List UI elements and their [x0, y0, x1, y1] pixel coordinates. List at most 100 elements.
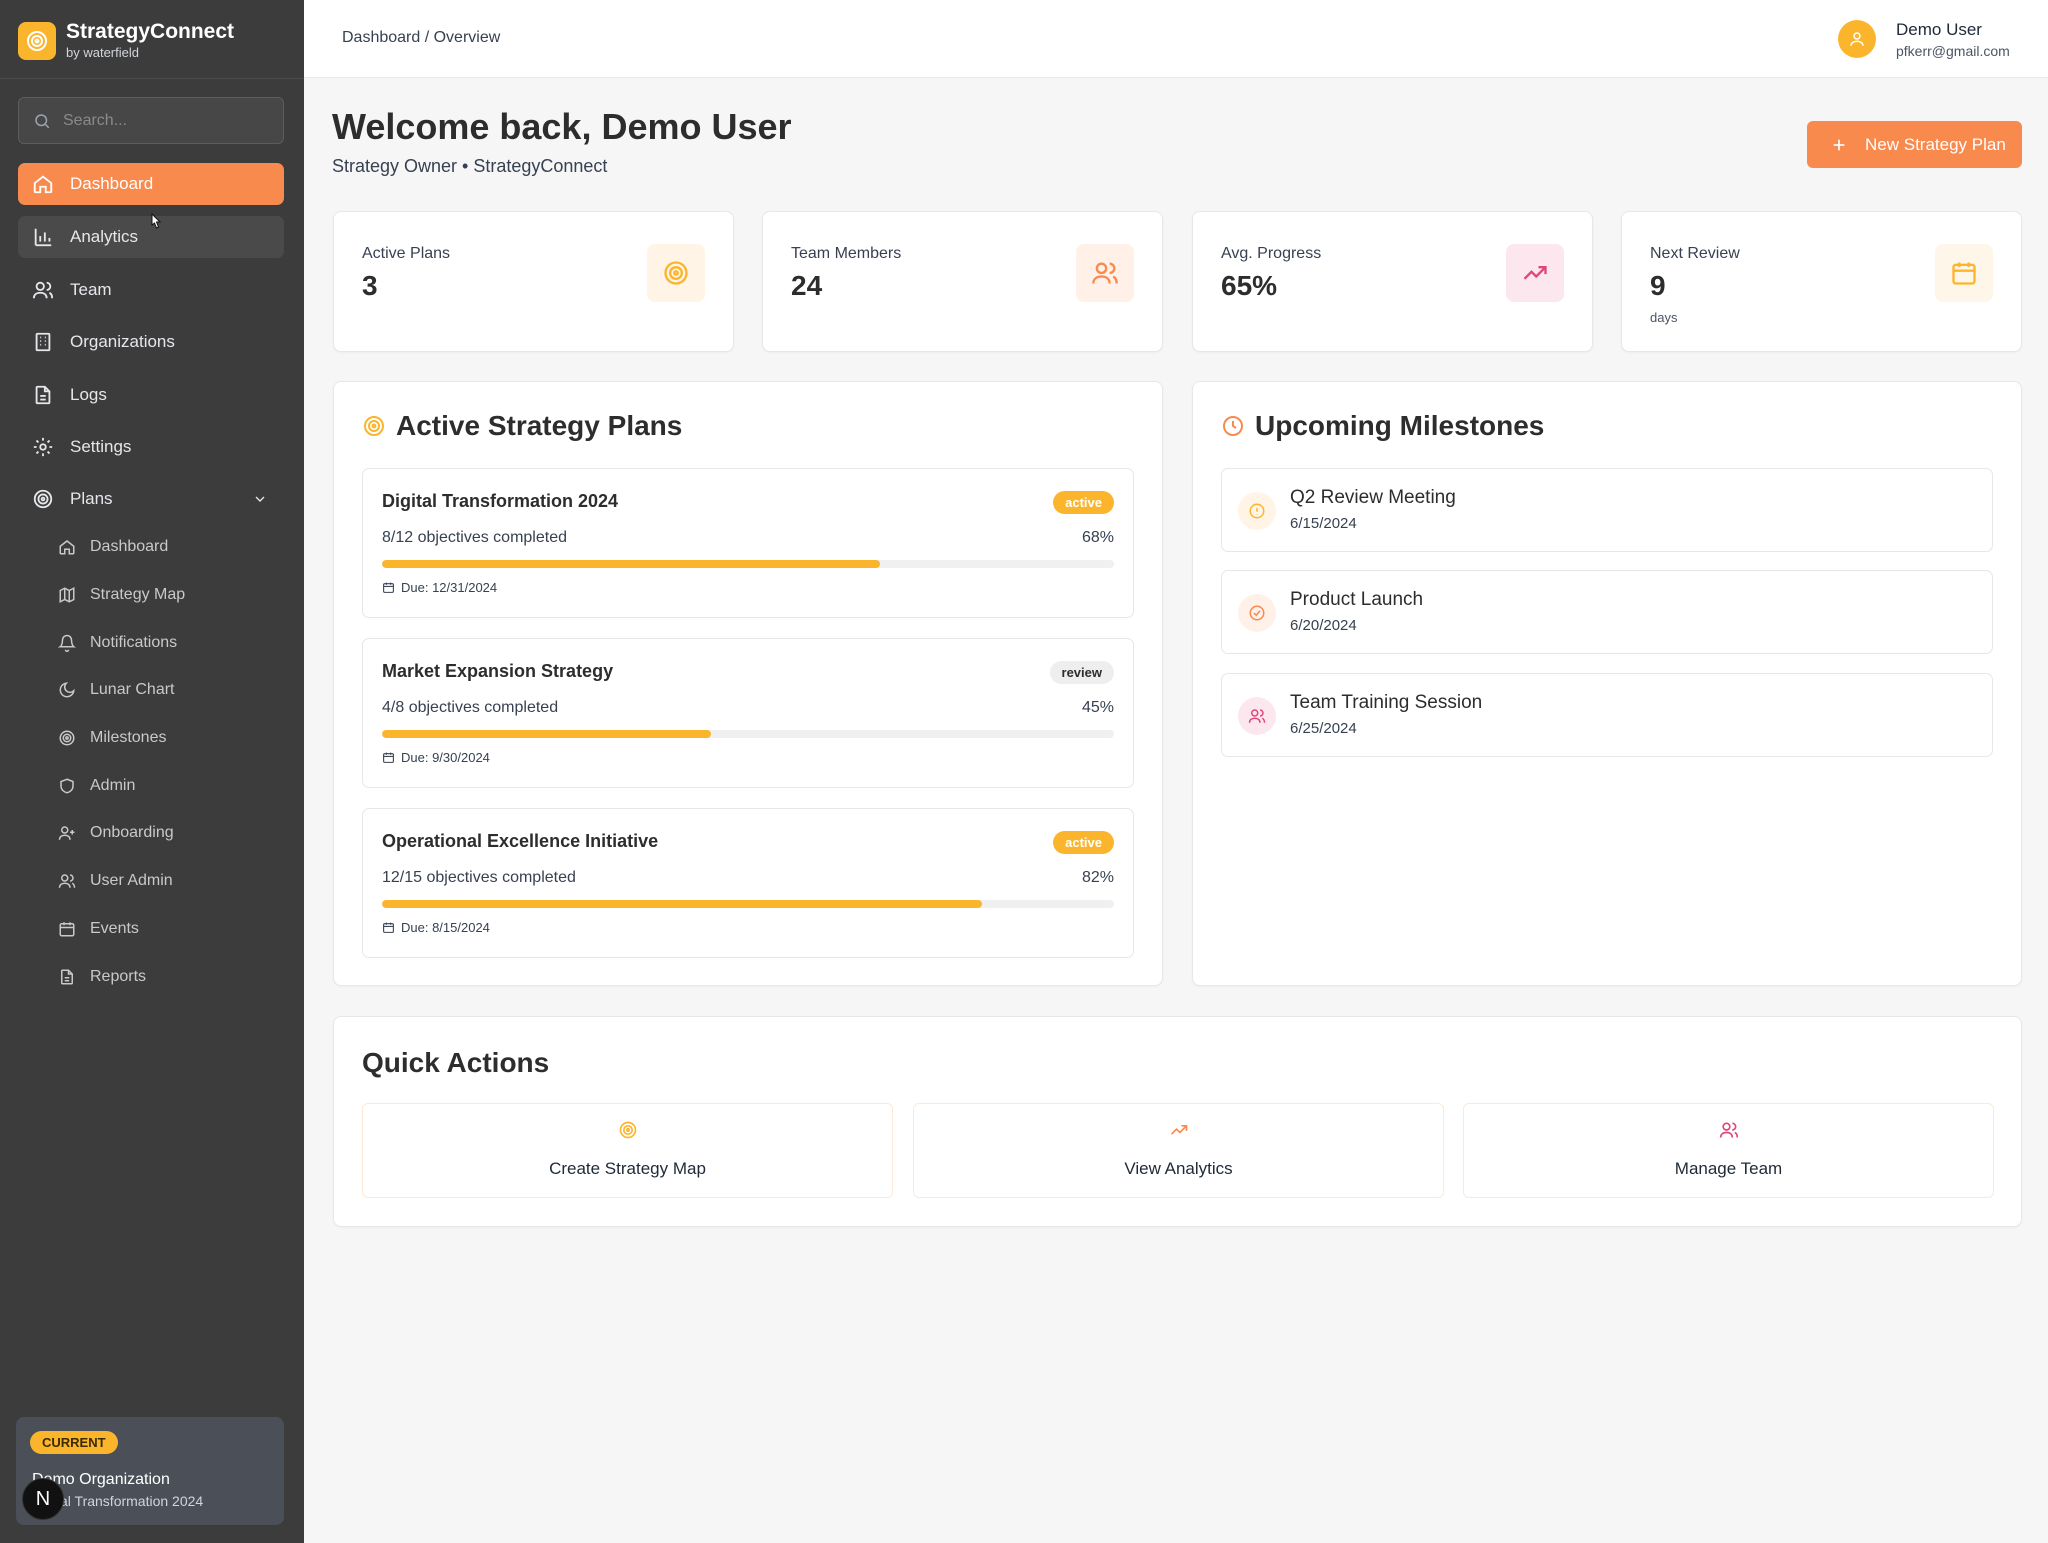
sidebar-item-label: Logs — [70, 385, 107, 404]
plan-due: Due: 8/15/2024 — [382, 920, 490, 935]
breadcrumb: Dashboard / Overview — [342, 29, 501, 46]
users-icon — [1076, 244, 1134, 302]
plans-sub-item-milestones[interactable]: Milestones — [58, 722, 166, 754]
progress-bar — [382, 560, 1114, 568]
file-text-icon — [35, 385, 51, 405]
milestone-title: Q2 Review Meeting — [1290, 487, 1456, 508]
chevron-down-icon[interactable] — [252, 491, 268, 507]
sub-item-label: Reports — [90, 968, 147, 985]
new-strategy-plan-label: New Strategy Plan — [1865, 134, 2006, 154]
sidebar-item-team[interactable]: Team — [18, 269, 284, 311]
sidebar-item-settings[interactable]: Settings — [18, 426, 284, 468]
shield-icon — [60, 778, 74, 794]
trending-up-icon — [1170, 1125, 1187, 1135]
brand-logo-icon — [18, 22, 56, 60]
sub-item-label: User Admin — [90, 872, 173, 889]
n-badge[interactable]: N — [22, 1478, 64, 1520]
plan-objectives: 8/12 objectives completed — [382, 529, 567, 546]
stat-value: 9 — [1650, 270, 1666, 301]
milestone-item[interactable]: Team Training Session 6/25/2024 — [1221, 673, 1993, 757]
new-strategy-plan-button[interactable]: New Strategy Plan — [1807, 121, 2022, 168]
create-strategy-map-button[interactable]: Create Strategy Map — [362, 1103, 893, 1198]
bell-icon — [58, 634, 76, 652]
milestone-date: 6/15/2024 — [1290, 515, 1357, 532]
status-badge: active — [1053, 831, 1114, 854]
target-icon — [364, 416, 384, 436]
progress-bar — [382, 730, 1114, 738]
target-icon — [647, 244, 705, 302]
milestone-item[interactable]: Q2 Review Meeting 6/15/2024 — [1221, 468, 1993, 552]
avatar[interactable] — [1838, 20, 1876, 58]
plan-due: Due: 9/30/2024 — [382, 750, 490, 765]
plans-sub-item-user-admin[interactable]: User Admin — [58, 865, 173, 897]
plan-percent: 68% — [1081, 529, 1114, 546]
upcoming-milestones-panel: Upcoming Milestones Q2 Review Meeting 6/… — [1192, 381, 2022, 986]
quick-actions-title: Quick Actions — [362, 1047, 550, 1078]
search-icon — [35, 113, 50, 128]
current-plan-name: Digital Transformation 2024 — [32, 1493, 204, 1509]
quick-actions-panel: Quick Actions Create Strategy Map View A… — [333, 1016, 2022, 1227]
clock-icon — [1223, 416, 1243, 436]
sidebar: StrategyConnect by waterfield Dashboard … — [0, 0, 304, 1543]
stat-label: Active Plans — [362, 245, 451, 262]
status-badge: active — [1053, 491, 1114, 514]
stat-value: 24 — [791, 270, 823, 301]
quick-action-label: View Analytics — [1124, 1159, 1233, 1178]
calendar-icon — [383, 922, 394, 933]
user-name: Demo User — [1896, 20, 1982, 39]
plan-item[interactable]: Operational Excellence Initiative active… — [362, 808, 1134, 958]
milestone-item[interactable]: Product Launch 6/20/2024 — [1221, 570, 1993, 654]
plans-sub-item-reports[interactable]: Reports — [58, 961, 146, 993]
app-name: StrategyConnect — [66, 20, 235, 43]
plans-sub-item-lunar-chart[interactable]: Lunar Chart — [58, 674, 175, 706]
calendar-icon — [1935, 244, 1993, 302]
users-icon — [1238, 697, 1276, 735]
sidebar-item-label: Plans — [70, 489, 113, 508]
sidebar-item-plans[interactable]: Plans — [18, 478, 284, 520]
brand[interactable]: StrategyConnect by waterfield — [18, 20, 234, 62]
plans-sub-item-admin[interactable]: Admin — [58, 770, 135, 802]
manage-team-button[interactable]: Manage Team — [1463, 1103, 1994, 1198]
plan-percent: 82% — [1081, 869, 1114, 886]
home-icon — [59, 540, 75, 555]
sub-item-label: Admin — [90, 777, 136, 794]
check-circle-icon — [1238, 594, 1276, 632]
divider — [0, 78, 304, 79]
search-input[interactable] — [63, 111, 263, 130]
plans-sub-item-notifications[interactable]: Notifications — [58, 627, 177, 659]
sidebar-item-analytics[interactable]: Analytics — [18, 216, 284, 258]
building-icon — [35, 332, 51, 352]
plan-item[interactable]: Market Expansion Strategy review 4/8 obj… — [362, 638, 1134, 788]
sidebar-item-logs[interactable]: Logs — [18, 374, 284, 416]
view-analytics-button[interactable]: View Analytics — [913, 1103, 1444, 1198]
progress-fill — [382, 730, 712, 738]
calendar-icon — [59, 922, 75, 937]
trending-up-icon — [1506, 244, 1564, 302]
plans-sub-item-dashboard[interactable]: Dashboard — [58, 531, 168, 563]
sidebar-item-dashboard[interactable]: Dashboard — [18, 163, 284, 205]
plans-sub-item-strategy-map[interactable]: Strategy Map — [58, 579, 185, 611]
plan-objectives: 12/15 objectives completed — [382, 869, 576, 886]
user-email: pfkerr@gmail.com — [1896, 43, 2010, 59]
role-subtitle: Strategy Owner • StrategyConnect — [332, 156, 608, 176]
target-icon — [59, 730, 75, 746]
stat-card-team-members: Team Members 24 — [762, 211, 1163, 352]
sub-item-label: Onboarding — [90, 824, 174, 841]
plans-sub-item-events[interactable]: Events — [58, 913, 139, 945]
sub-item-label: Dashboard — [90, 538, 169, 555]
plan-name: Operational Excellence Initiative — [382, 831, 659, 851]
gear-icon — [33, 437, 53, 457]
progress-bar — [382, 900, 1114, 908]
users-icon — [1719, 1122, 1738, 1138]
target-icon — [33, 489, 53, 509]
plan-item[interactable]: Digital Transformation 2024 active 8/12 … — [362, 468, 1134, 618]
search-box[interactable] — [18, 97, 284, 144]
stat-value: 65% — [1221, 270, 1278, 301]
sidebar-item-label: Organizations — [70, 332, 175, 351]
quick-action-label: Manage Team — [1674, 1159, 1783, 1178]
sidebar-item-organizations[interactable]: Organizations — [18, 321, 284, 363]
current-badge: CURRENT — [30, 1431, 118, 1454]
user-plus-icon — [58, 826, 75, 840]
plans-sub-item-onboarding[interactable]: Onboarding — [58, 817, 174, 849]
map-icon — [59, 587, 75, 603]
